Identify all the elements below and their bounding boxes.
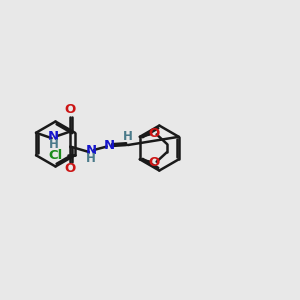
Text: N: N [48, 130, 59, 143]
Text: H: H [123, 130, 133, 143]
Text: O: O [148, 127, 159, 140]
Text: H: H [49, 138, 59, 151]
Text: O: O [148, 156, 159, 170]
Text: N: N [103, 139, 115, 152]
Text: N: N [85, 144, 97, 157]
Text: H: H [86, 152, 96, 165]
Text: O: O [64, 162, 76, 175]
Text: O: O [64, 103, 76, 116]
Text: Cl: Cl [49, 149, 63, 162]
